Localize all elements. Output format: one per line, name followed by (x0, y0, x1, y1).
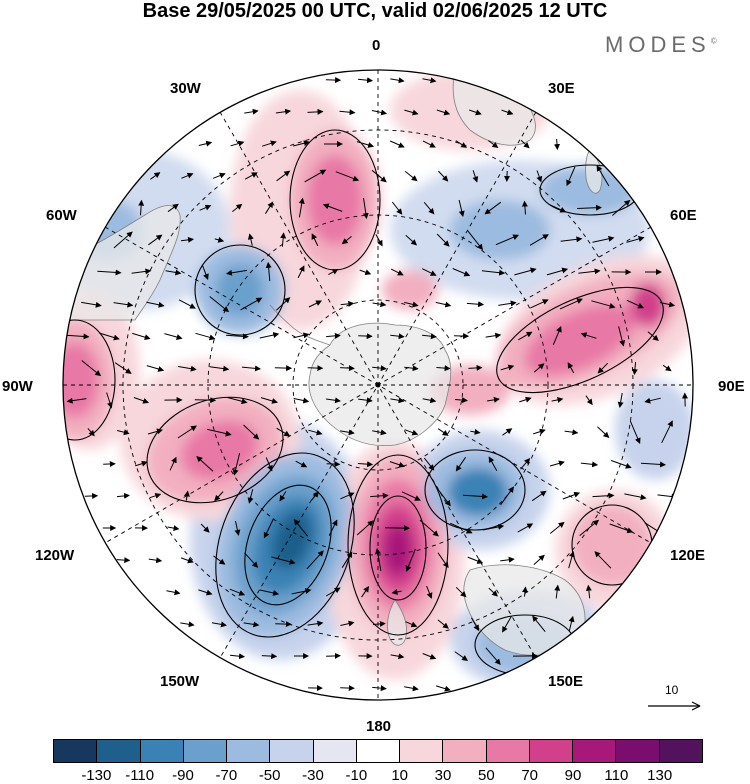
legend-tick-label: 130 (647, 767, 672, 784)
legend-tick-label: -10 (345, 767, 367, 784)
vector-key-arrow (640, 680, 710, 720)
legend-tick-label: -130 (81, 767, 111, 784)
wind-vector (195, 400, 215, 401)
longitude-label-90e: 90E (718, 378, 745, 395)
longitude-label-120e: 120E (670, 547, 705, 564)
legend-swatch (227, 740, 270, 762)
legend-swatch (616, 740, 659, 762)
longitude-label-30e: 30E (548, 80, 575, 97)
wind-vector (358, 336, 371, 337)
wind-vector (327, 464, 340, 465)
longitude-label-60w: 60W (46, 207, 77, 224)
longitude-label-60e: 60E (670, 207, 697, 224)
longitude-label-30w: 30W (170, 80, 201, 97)
longitude-label-120w: 120W (35, 547, 74, 564)
legend-tick-label: -70 (215, 767, 237, 784)
wind-vector (275, 368, 291, 369)
legend-swatch (660, 740, 702, 762)
wind-vector (326, 656, 340, 657)
legend-tick-label: 90 (565, 767, 582, 784)
legend-tick-label: 70 (521, 767, 538, 784)
legend-swatch (400, 740, 443, 762)
legend-swatch (573, 740, 616, 762)
shaded-field (35, 70, 727, 710)
legend-swatch (357, 740, 400, 762)
legend-swatch (184, 740, 227, 762)
color-scale-bar (53, 739, 703, 763)
legend-tick-label: 30 (435, 767, 452, 784)
longitude-label-150w: 150W (160, 673, 199, 690)
legend-tick-label: -110 (125, 767, 154, 784)
legend-swatch (97, 740, 140, 762)
longitude-label-0: 0 (372, 37, 380, 54)
legend-swatch (314, 740, 357, 762)
legend-swatch (270, 740, 313, 762)
longitude-label-180: 180 (366, 718, 391, 735)
legend-swatch (487, 740, 530, 762)
legend-swatch (141, 740, 184, 762)
south-pole-marker (376, 383, 381, 388)
wind-vector (85, 496, 97, 497)
longitude-label-150e: 150E (548, 673, 583, 690)
legend-swatch (54, 740, 97, 762)
legend-tick-label: 50 (478, 767, 495, 784)
legend-tick-label: -90 (172, 767, 194, 784)
legend-swatch (443, 740, 486, 762)
legend-tick-label: -50 (259, 767, 281, 784)
legend-tick-label: -30 (302, 767, 324, 784)
legend-tick-label: 110 (604, 767, 628, 784)
longitude-label-90w: 90W (2, 378, 33, 395)
legend-tick-label: 10 (391, 767, 408, 784)
legend-swatch (530, 740, 573, 762)
